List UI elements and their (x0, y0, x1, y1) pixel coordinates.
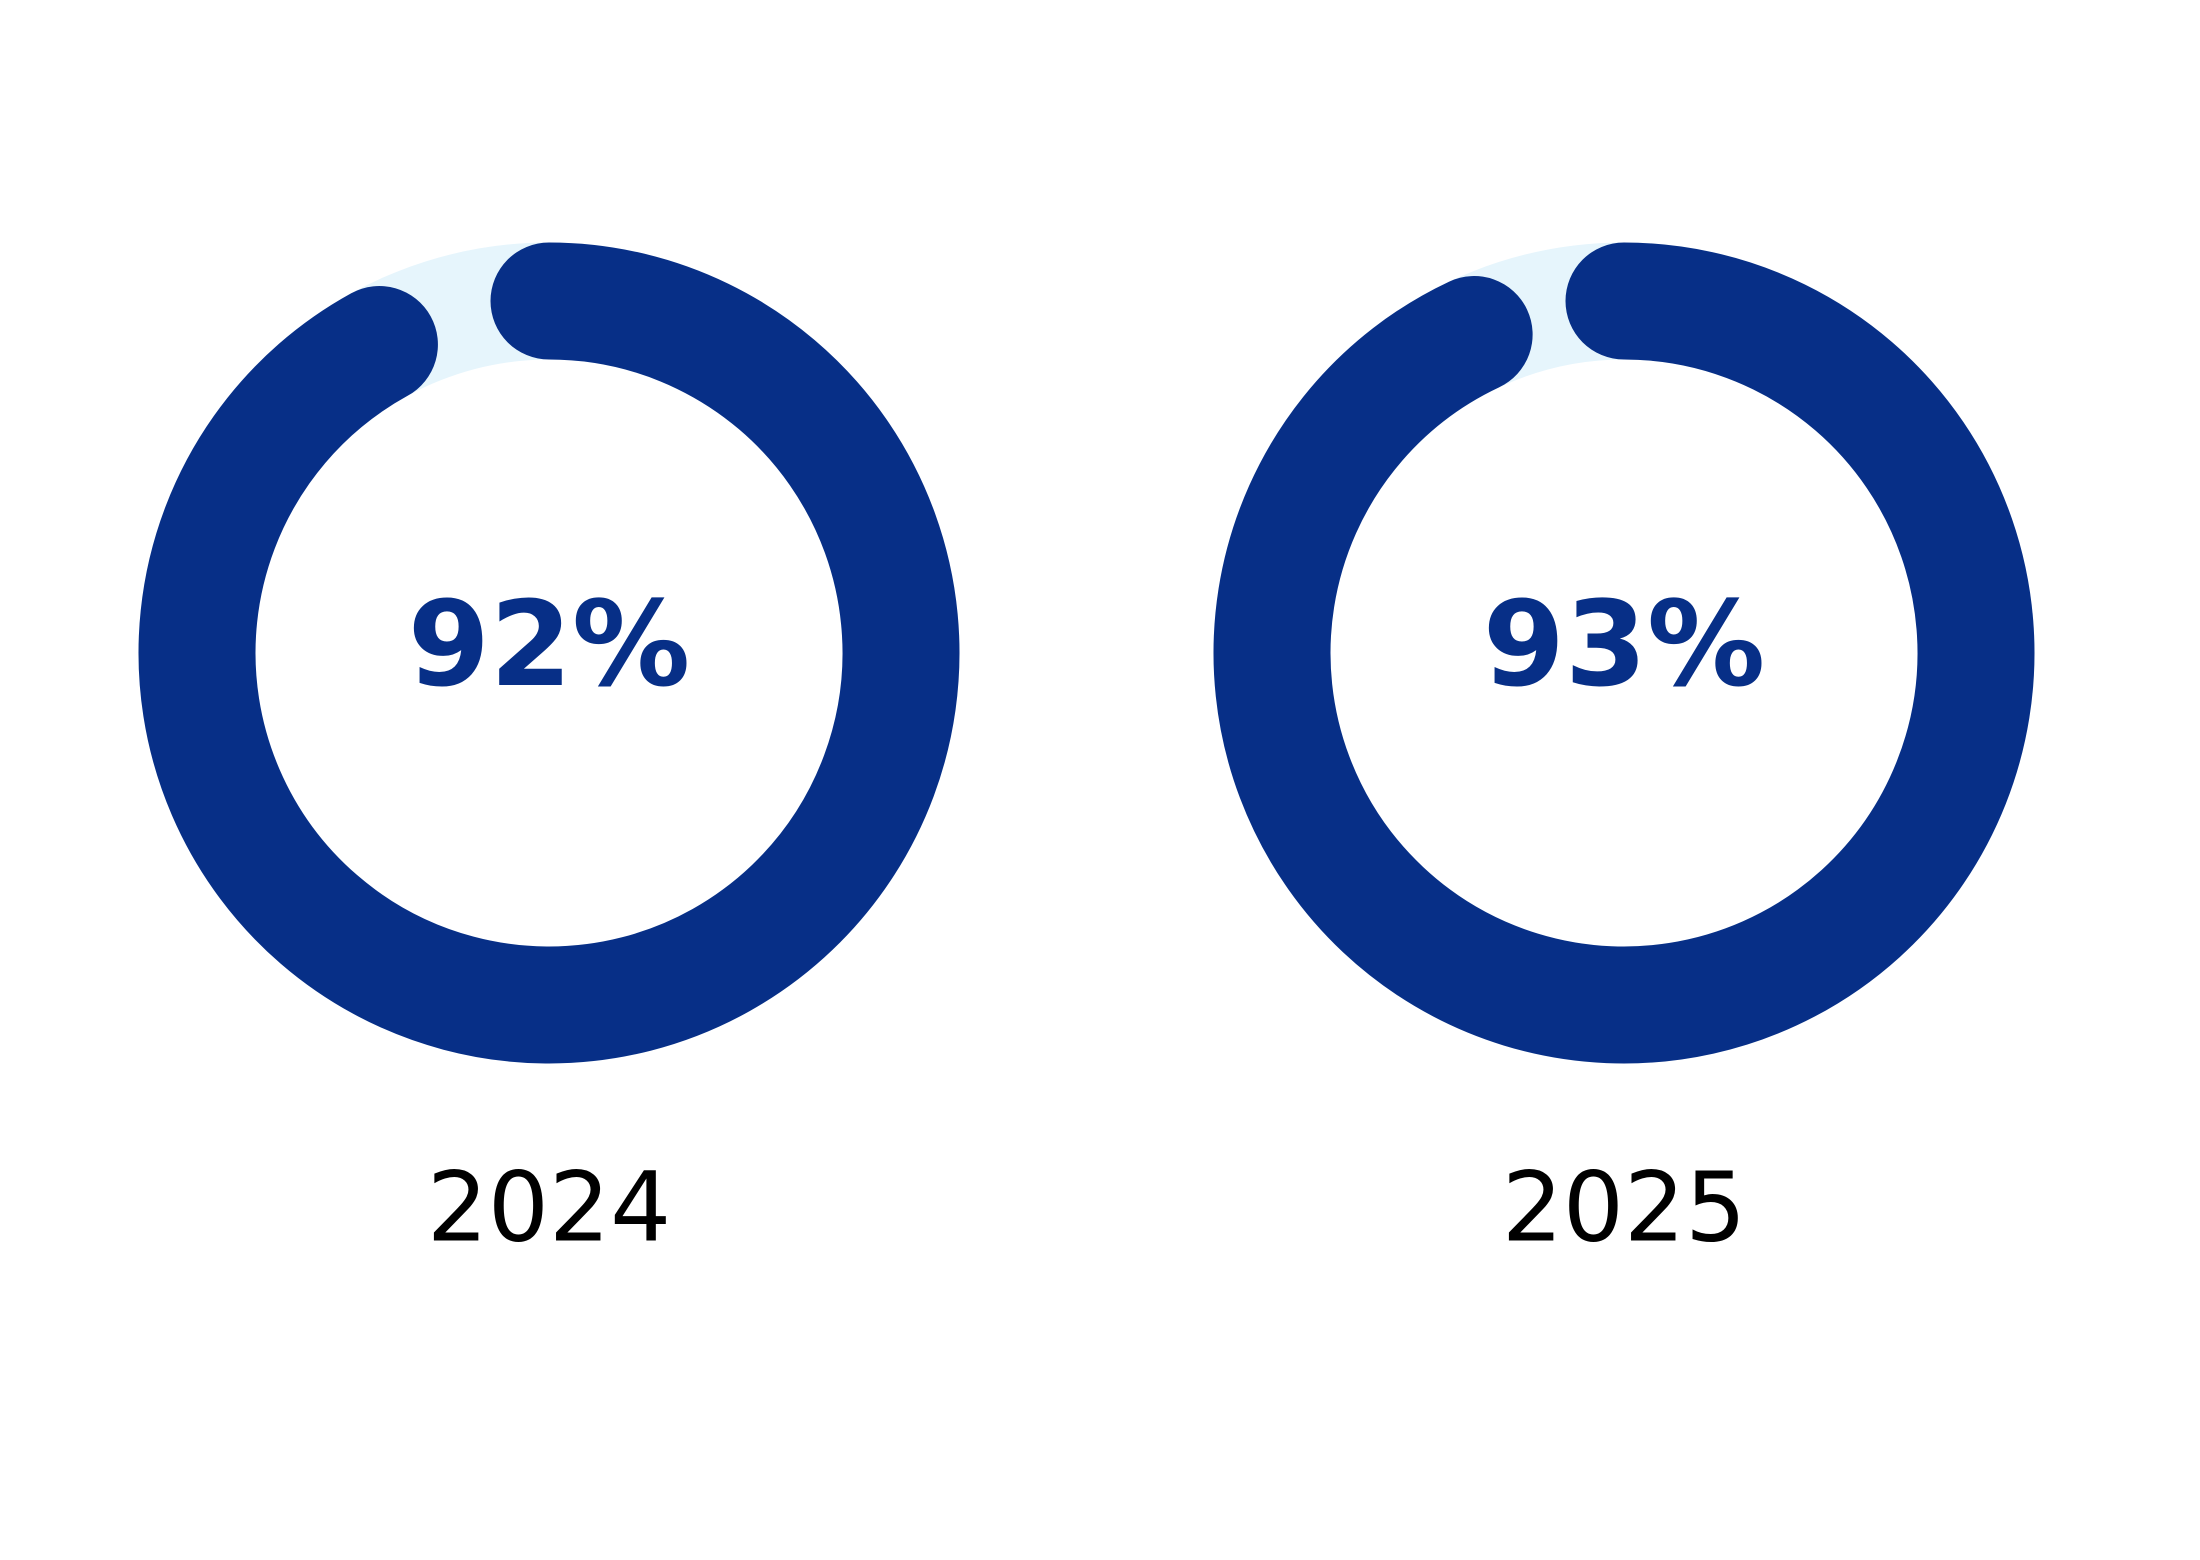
donut-arc (138, 242, 960, 1064)
category-label: 2024 (427, 1151, 671, 1263)
value-label: 93% (1483, 575, 1765, 713)
donut-arc (1213, 242, 2035, 1064)
category-label: 2025 (1502, 1151, 1746, 1263)
value-label: 92% (408, 575, 690, 713)
